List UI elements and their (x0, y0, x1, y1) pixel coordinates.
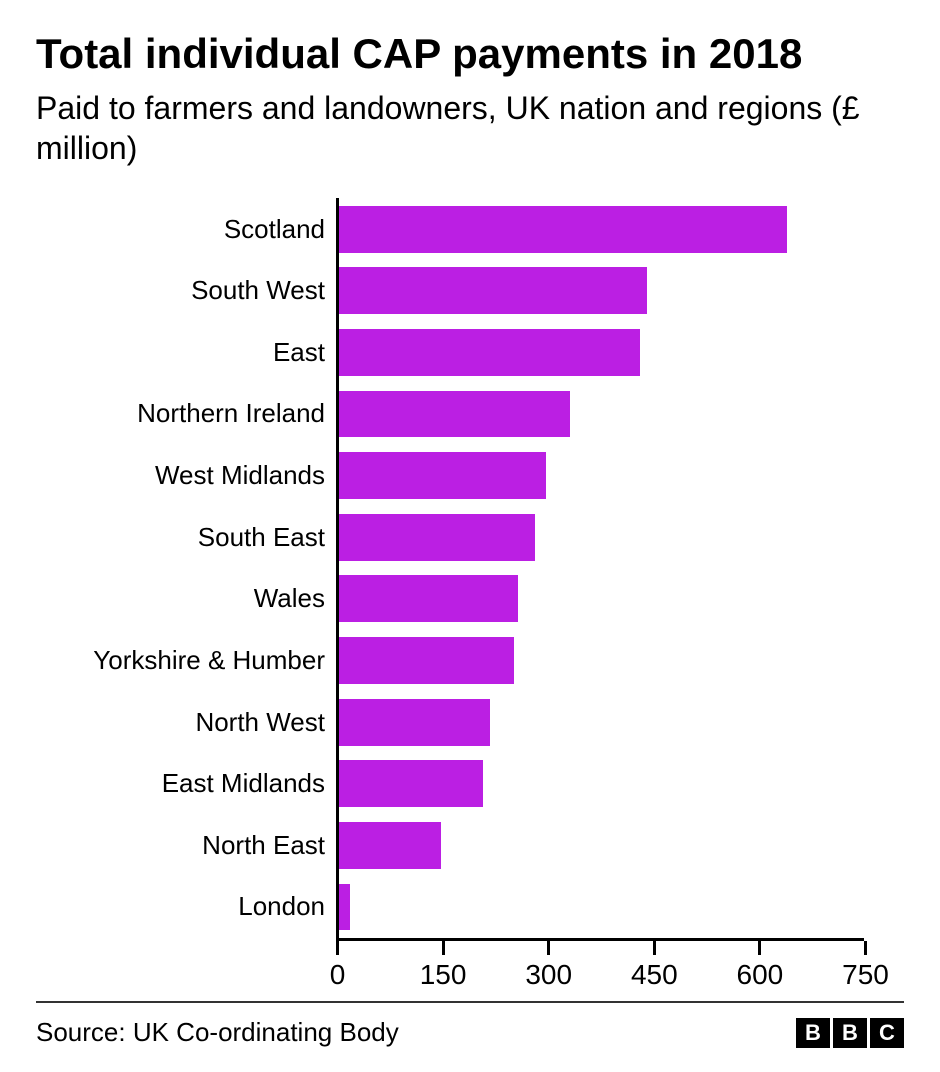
x-tick: 300 (547, 941, 550, 955)
x-tick: 600 (758, 941, 761, 955)
chart-area: ScotlandSouth WestEastNorthern IrelandWe… (36, 198, 904, 1001)
bar (339, 575, 518, 622)
bar-label: North West (195, 707, 339, 738)
bar (339, 206, 787, 253)
bar (339, 267, 647, 314)
x-tick: 750 (864, 941, 867, 955)
bar-row: North East (339, 815, 864, 877)
bar (339, 637, 514, 684)
bar (339, 329, 640, 376)
bar-label: East Midlands (162, 768, 339, 799)
bar (339, 452, 546, 499)
x-tick-mark (547, 941, 550, 955)
bar-row: Scotland (339, 198, 864, 260)
bbc-logo: BBC (796, 1018, 904, 1048)
chart-subtitle: Paid to farmers and landowners, UK natio… (36, 88, 904, 168)
x-tick-mark (653, 941, 656, 955)
bbc-logo-letter: B (796, 1018, 830, 1048)
bar-row: Wales (339, 568, 864, 630)
bar (339, 760, 483, 807)
bar-row: South East (339, 506, 864, 568)
bar-label: Wales (254, 583, 339, 614)
bar-row: West Midlands (339, 445, 864, 507)
x-tick-label: 600 (737, 959, 784, 991)
bar (339, 514, 535, 561)
x-tick-label: 300 (525, 959, 572, 991)
x-axis: 0 150 300 450 600 750 (336, 941, 864, 1001)
x-tick-label: 0 (330, 959, 346, 991)
x-tick-label: 750 (842, 959, 889, 991)
bar-label: North East (202, 830, 339, 861)
x-tick-mark (758, 941, 761, 955)
bar (339, 699, 490, 746)
bars-container: ScotlandSouth WestEastNorthern IrelandWe… (336, 198, 864, 941)
bar-row: North West (339, 691, 864, 753)
bar (339, 884, 350, 931)
bar-label: London (238, 891, 339, 922)
bar-row: London (339, 876, 864, 938)
bar-label: West Midlands (155, 460, 339, 491)
x-tick-mark (336, 941, 339, 955)
bar (339, 822, 441, 869)
bar-label: South West (191, 275, 339, 306)
bar-row: East Midlands (339, 753, 864, 815)
bar-row: East (339, 322, 864, 384)
bbc-logo-letter: B (833, 1018, 867, 1048)
bbc-logo-letter: C (870, 1018, 904, 1048)
source-text: Source: UK Co-ordinating Body (36, 1017, 399, 1048)
x-tick-mark (864, 941, 867, 955)
x-tick: 150 (442, 941, 445, 955)
x-tick: 0 (336, 941, 339, 955)
chart-footer: Source: UK Co-ordinating Body BBC (36, 1001, 904, 1048)
bar-row: Northern Ireland (339, 383, 864, 445)
x-tick-label: 150 (420, 959, 467, 991)
chart-title: Total individual CAP payments in 2018 (36, 30, 904, 78)
bar-label: South East (198, 522, 339, 553)
bar-row: Yorkshire & Humber (339, 630, 864, 692)
bar-label: Northern Ireland (137, 398, 339, 429)
bar-label: Scotland (224, 214, 339, 245)
bar-label: Yorkshire & Humber (93, 645, 339, 676)
bar-label: East (273, 337, 339, 368)
x-tick: 450 (653, 941, 656, 955)
bar (339, 391, 570, 438)
x-tick-label: 450 (631, 959, 678, 991)
x-tick-mark (442, 941, 445, 955)
bar-row: South West (339, 260, 864, 322)
